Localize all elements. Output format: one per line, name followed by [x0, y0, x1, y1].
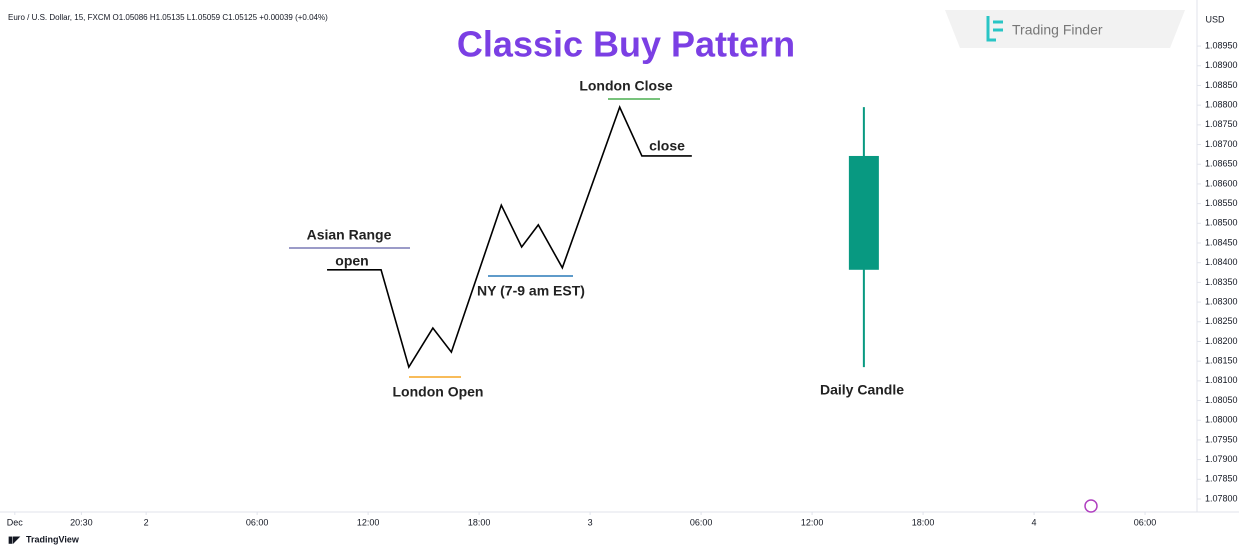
y-tick-label: 1.08700 — [1205, 139, 1238, 149]
y-tick-label: 1.08800 — [1205, 100, 1238, 110]
y-tick-label: 1.08150 — [1205, 356, 1238, 366]
y-tick-label: 1.07900 — [1205, 454, 1238, 464]
x-tick-label: 20:30 — [70, 517, 93, 527]
y-tick-label: 1.08400 — [1205, 257, 1238, 267]
annotation: Daily Candle — [820, 382, 904, 398]
x-tick-label: 2 — [144, 517, 149, 527]
x-tick-label: Dec — [7, 517, 24, 527]
price-line — [327, 104, 692, 370]
x-tick-label: 18:00 — [468, 517, 491, 527]
x-tick-label: 18:00 — [912, 517, 935, 527]
watermark-logo — [986, 16, 1003, 42]
y-tick-label: 1.08000 — [1205, 415, 1238, 425]
replay-icon[interactable] — [1084, 499, 1098, 513]
currency-label: USD — [1205, 14, 1225, 24]
footer-logo: ▮◤ — [8, 534, 21, 544]
chart-title: Classic Buy Pattern — [457, 24, 795, 65]
y-tick-label: 1.08950 — [1205, 40, 1238, 50]
y-tick-label: 1.08500 — [1205, 218, 1238, 228]
x-tick-label: 3 — [588, 517, 593, 527]
annotation: London Open — [393, 384, 484, 400]
y-tick-label: 1.08450 — [1205, 237, 1238, 247]
symbol-header: Euro / U.S. Dollar, 15, FXCM O1.05086 H1… — [8, 13, 328, 22]
x-tick-label: 06:00 — [246, 517, 269, 527]
x-tick-label: 06:00 — [690, 517, 713, 527]
annotation: Asian Range — [307, 227, 392, 243]
y-tick-label: 1.08750 — [1205, 119, 1238, 129]
watermark-text: Trading Finder — [1012, 22, 1103, 38]
y-tick-label: 1.08350 — [1205, 277, 1238, 287]
annotation: London Close — [579, 78, 673, 94]
x-tick-label: 12:00 — [801, 517, 824, 527]
annotation: open — [335, 253, 368, 269]
watermark-bg — [945, 10, 1185, 48]
annotation: close — [649, 138, 685, 154]
x-tick-label: 4 — [1032, 517, 1037, 527]
y-tick-label: 1.08250 — [1205, 316, 1238, 326]
y-tick-label: 1.07800 — [1205, 493, 1238, 503]
footer: TradingView — [26, 534, 80, 544]
candle-body — [848, 155, 879, 270]
y-tick-label: 1.08550 — [1205, 198, 1238, 208]
y-tick-label: 1.07850 — [1205, 474, 1238, 484]
y-tick-label: 1.08850 — [1205, 80, 1238, 90]
y-tick-label: 1.08300 — [1205, 296, 1238, 306]
y-tick-label: 1.08900 — [1205, 60, 1238, 70]
y-tick-label: 1.08200 — [1205, 336, 1238, 346]
annotation: NY (7-9 am EST) — [477, 283, 585, 299]
x-tick-label: 12:00 — [357, 517, 380, 527]
y-tick-label: 1.08100 — [1205, 375, 1238, 385]
y-tick-label: 1.08600 — [1205, 178, 1238, 188]
y-tick-label: 1.08050 — [1205, 395, 1238, 405]
y-tick-label: 1.08650 — [1205, 159, 1238, 169]
y-tick-label: 1.07950 — [1205, 434, 1238, 444]
x-tick-label: 06:00 — [1134, 517, 1157, 527]
